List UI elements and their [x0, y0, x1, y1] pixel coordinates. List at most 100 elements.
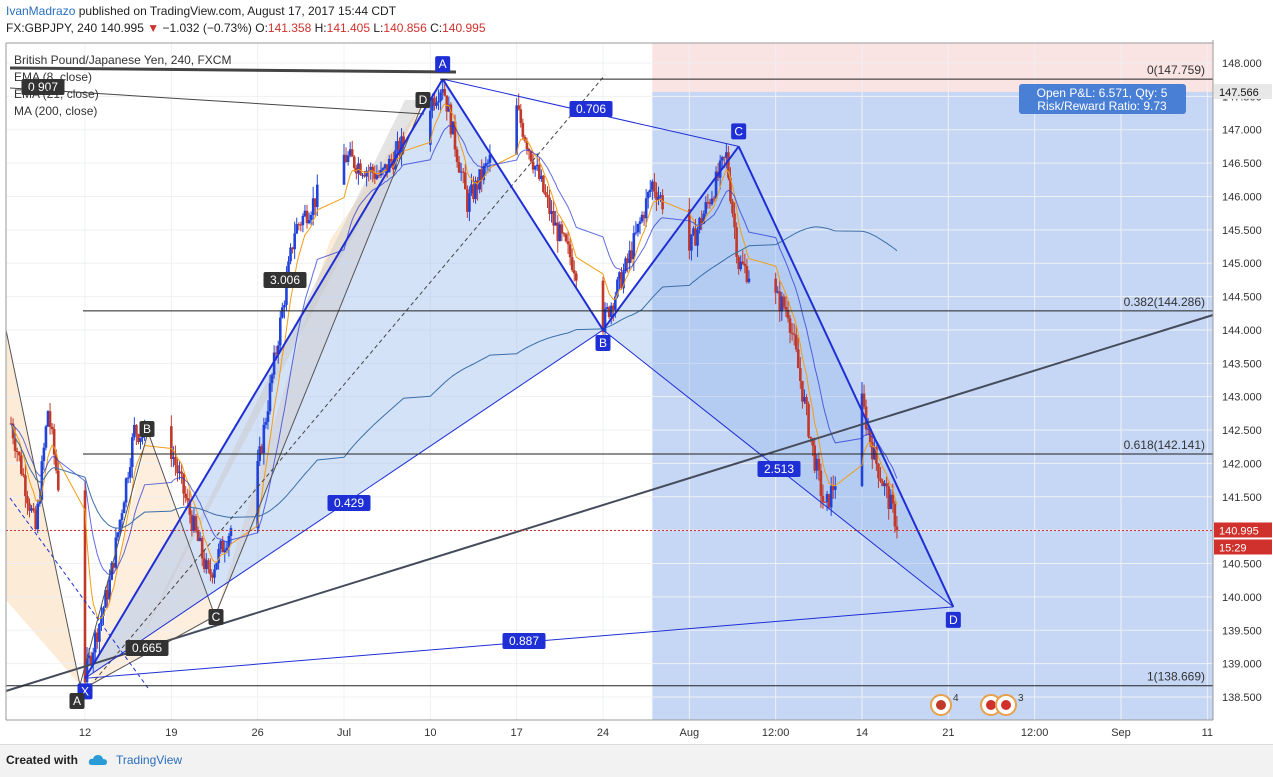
trendline-rising[interactable]: [5, 314, 1214, 692]
candle-body: [476, 180, 479, 190]
candle-body: [708, 202, 712, 205]
small-point-D[interactable]: D: [415, 92, 431, 108]
legend-ema8[interactable]: EMA (8, close): [14, 70, 93, 84]
pattern-leg-AB[interactable]: [441, 78, 604, 331]
price-chart[interactable]: 0(147.759) 0.382(144.286) 0.618(142.141) 1(…: [0, 40, 1273, 744]
pattern-ratio[interactable]: 0.887: [502, 633, 546, 649]
candle-body: [194, 516, 198, 531]
candle-body: [200, 537, 204, 559]
candle-body: [100, 615, 103, 624]
small-ratio-text: 3.006: [270, 273, 300, 287]
candle-body: [653, 181, 656, 192]
candle-body: [883, 483, 886, 487]
candle-body: [546, 194, 549, 198]
pattern-point-D-text: D: [949, 613, 958, 627]
candle-body: [634, 232, 638, 234]
pattern-ratio[interactable]: 0.706: [569, 101, 613, 117]
pattern-ratio[interactable]: 2.513: [757, 461, 801, 477]
pattern-point-B[interactable]: B: [595, 334, 611, 351]
candle-body: [463, 172, 467, 190]
candle-body: [38, 499, 42, 504]
candle-body: [879, 478, 882, 482]
candle-body: [453, 121, 457, 150]
candle-body: [303, 210, 307, 216]
tradingview-brand[interactable]: TradingView: [116, 753, 183, 767]
candle-body: [178, 471, 181, 474]
event-badge[interactable]: 4: [930, 693, 959, 716]
candle-body: [381, 168, 385, 170]
candle-body: [657, 196, 660, 200]
candle-body: [369, 166, 373, 171]
pattern-leg-BC[interactable]: [602, 145, 740, 331]
candle-body: [474, 180, 477, 200]
candle-body: [348, 149, 352, 156]
candle-body: [112, 563, 116, 568]
candle-body: [517, 105, 521, 110]
candle-body: [256, 461, 259, 529]
candle-body: [739, 261, 743, 270]
candle-body: [433, 97, 436, 106]
candle-body: [383, 164, 387, 169]
small-point-D-bg: [415, 92, 431, 108]
candle-body: [603, 308, 607, 333]
candle-body: [741, 261, 745, 264]
candle-body: [196, 530, 200, 542]
small-ratio[interactable]: 3.006: [263, 272, 307, 288]
candle-body: [367, 170, 370, 172]
small-point-A-bg: [69, 693, 85, 709]
fib-label: 0.618(142.141): [1124, 438, 1205, 452]
candle-body: [478, 169, 481, 190]
pattern-ratio[interactable]: 0.429: [327, 495, 371, 511]
candle-body: [451, 121, 455, 135]
small-point-C-bg: [208, 609, 224, 625]
candle-body: [311, 198, 315, 215]
pattern-point-C[interactable]: C: [731, 123, 747, 140]
chart-area[interactable]: 0(147.759) 0.382(144.286) 0.618(142.141) 1(…: [0, 40, 1273, 744]
candle-body: [601, 280, 605, 333]
pattern-ratio-bg: [327, 495, 371, 511]
dashed-channel-line[interactable]: [94, 74, 606, 681]
close-value: 140.995: [442, 21, 486, 35]
candle-body: [24, 475, 27, 497]
candle-body: [484, 163, 488, 166]
pattern-leg-CD[interactable]: [737, 145, 955, 608]
pattern-point-A-text: A: [439, 57, 447, 71]
legend-ma200[interactable]: MA (200, close): [14, 104, 98, 118]
small-ratio[interactable]: 0.665: [125, 640, 169, 656]
candle-body: [642, 214, 646, 219]
price-tick-label: 138.500: [1222, 692, 1262, 704]
target-price-badge-bg: [1214, 83, 1272, 99]
pattern-leg-XA[interactable]: [84, 78, 444, 679]
candle-body: [227, 536, 231, 548]
candle-body: [572, 270, 576, 274]
down-arrow-icon: ▼: [147, 21, 160, 35]
small-point-B-text: B: [143, 422, 151, 436]
candle-body: [19, 455, 23, 475]
small-point-B[interactable]: B: [139, 421, 155, 437]
pattern-point-A[interactable]: A: [435, 56, 451, 73]
candle-body: [262, 424, 266, 454]
pattern-point-D[interactable]: D: [945, 611, 961, 628]
time-tick-label: 10: [424, 727, 436, 739]
last-price-badge-bg: [1214, 522, 1272, 538]
small-ratio[interactable]: 0.907: [21, 79, 65, 95]
legend-ema21[interactable]: EMA (21, close): [14, 87, 99, 101]
candle-body: [26, 496, 29, 504]
price-tick-label: 148.000: [1222, 58, 1262, 70]
candle-body: [796, 349, 800, 369]
top-resistance-line[interactable]: [9, 66, 457, 74]
small-point-C[interactable]: C: [208, 609, 224, 625]
candle-body: [819, 470, 823, 496]
small-point-A[interactable]: A: [69, 693, 85, 709]
author-link[interactable]: IvanMadrazo: [6, 4, 76, 18]
event-badge[interactable]: 3: [995, 693, 1024, 716]
candle-body: [283, 304, 286, 308]
countdown-badge-text: 15:29: [1219, 542, 1247, 554]
price-tick-label: 144.000: [1222, 325, 1262, 337]
candle-body: [702, 213, 706, 224]
pattern-point-C-bg: [731, 123, 747, 140]
candle-body: [174, 457, 177, 466]
candle-body: [305, 210, 309, 224]
chart-header: IvanMadrazo published on TradingView.com…: [0, 0, 1273, 40]
